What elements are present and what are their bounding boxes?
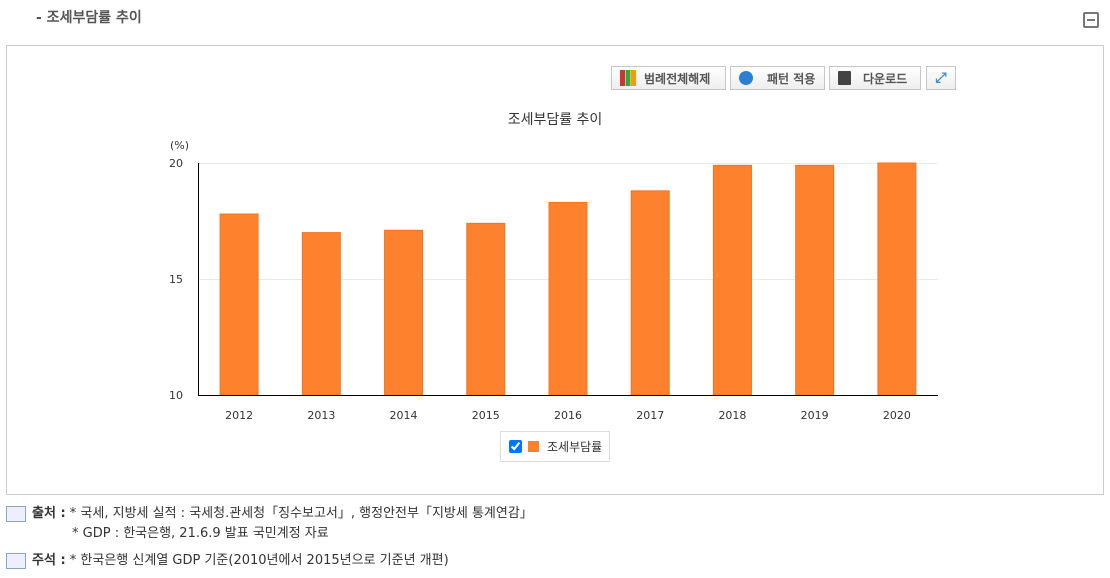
note-label: 주석 : (32, 553, 66, 568)
legend-swatch (528, 441, 539, 452)
source-line: * GDP : 한국은행, 21.6.9 발표 국민계정 자료 (72, 525, 329, 541)
pattern-button[interactable]: 패턴 적용 (730, 66, 825, 90)
fullscreen-button[interactable]: ⤢ (926, 66, 956, 90)
bar-chart-icon (620, 70, 636, 86)
legend-label: 조세부담률 (547, 440, 603, 454)
section-title: - 조세부담률 추이 (36, 10, 142, 26)
expand-icon: ⤢ (935, 70, 947, 86)
legend-off-label: 범례전체해제 (644, 71, 711, 86)
note-line: * 한국은행 신계열 GDP 기준(2010년에서 2015년으로 기준년 개편… (69, 553, 449, 568)
book-icon (6, 552, 26, 569)
collapse-button[interactable] (1083, 12, 1099, 28)
source-note: 출처 : * 국세, 지방세 실적 : 국세청.관세청「징수보고서」, 행정안전… (6, 502, 533, 541)
footnote: 주석 : * 한국은행 신계열 GDP 기준(2010년에서 2015년으로 기… (6, 549, 449, 569)
refresh-icon (739, 71, 753, 85)
chart-panel (6, 45, 1104, 495)
download-button[interactable]: 다운로드 (829, 66, 921, 90)
source-line: * 국세, 지방세 실적 : 국세청.관세청「징수보고서」, 행정안전부「지방세… (69, 506, 533, 521)
pattern-label: 패턴 적용 (767, 71, 816, 86)
legend-checkbox[interactable] (509, 440, 522, 453)
legend: 조세부담률 (500, 431, 610, 462)
save-icon (838, 71, 851, 85)
legend-off-button[interactable]: 범례전체해제 (611, 66, 726, 90)
download-label: 다운로드 (863, 71, 908, 86)
book-icon (6, 505, 26, 522)
source-label: 출처 : (32, 506, 66, 521)
